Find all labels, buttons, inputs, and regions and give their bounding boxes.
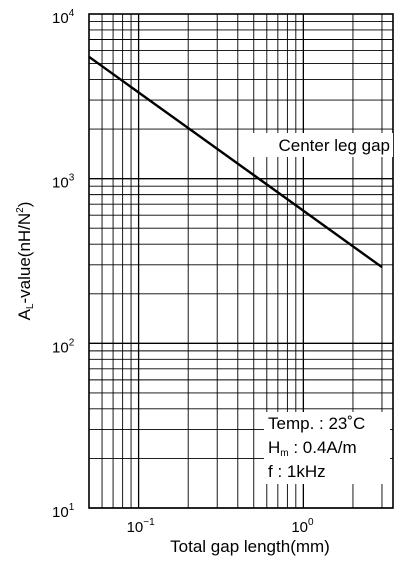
y-tick-base: 10 (52, 504, 69, 521)
y-tick-exp: 1 (69, 502, 75, 513)
ylabel-end: ) (15, 202, 34, 208)
x-tick-exp: 0 (308, 517, 314, 528)
plot-frame (88, 13, 394, 509)
y-tick-base: 10 (52, 175, 69, 192)
x-tick-base: 10 (291, 519, 308, 536)
x-tick-label: 10−1 (127, 517, 156, 536)
x-tick-exp: −1 (143, 517, 155, 528)
hm-sub: m (280, 448, 288, 459)
y-tick-exp: 2 (69, 337, 75, 348)
y-tick-label: 104 (52, 8, 75, 27)
x-tick-label: 100 (291, 517, 314, 536)
series-line (88, 55, 383, 269)
chart-title: Center leg gap (278, 136, 390, 155)
hm-rest: : 0.4A/m (289, 438, 357, 457)
x-tick-base: 10 (127, 519, 144, 536)
hm-main: H (268, 438, 280, 457)
series-group (88, 55, 383, 269)
y-tick-base: 10 (52, 339, 69, 356)
ylabel-sub: L (25, 303, 36, 309)
condition-temperature: Temp. : 23˚C (268, 414, 365, 433)
title-background (249, 133, 393, 157)
y-axis-label: AL-value(nH/N2) (15, 202, 36, 321)
y-tick-base: 10 (52, 10, 69, 27)
y-tick-exp: 4 (69, 8, 75, 19)
ylabel-rest: -value(nH/N (15, 213, 34, 304)
x-axis-label: Total gap length(mm) (170, 537, 330, 556)
condition-field-strength: Hm : 0.4A/m (268, 438, 357, 459)
conditions-background (264, 412, 390, 484)
ylabel-sup: 2 (15, 207, 26, 213)
x-tick-labels: 10−1 100 (127, 517, 314, 536)
ylabel-main: A (15, 308, 34, 320)
y-tick-label: 102 (52, 337, 75, 356)
condition-frequency: f : 1kHz (268, 462, 326, 481)
y-tick-label: 103 (52, 173, 75, 192)
y-tick-label: 101 (52, 502, 75, 521)
y-tick-exp: 3 (69, 173, 75, 184)
